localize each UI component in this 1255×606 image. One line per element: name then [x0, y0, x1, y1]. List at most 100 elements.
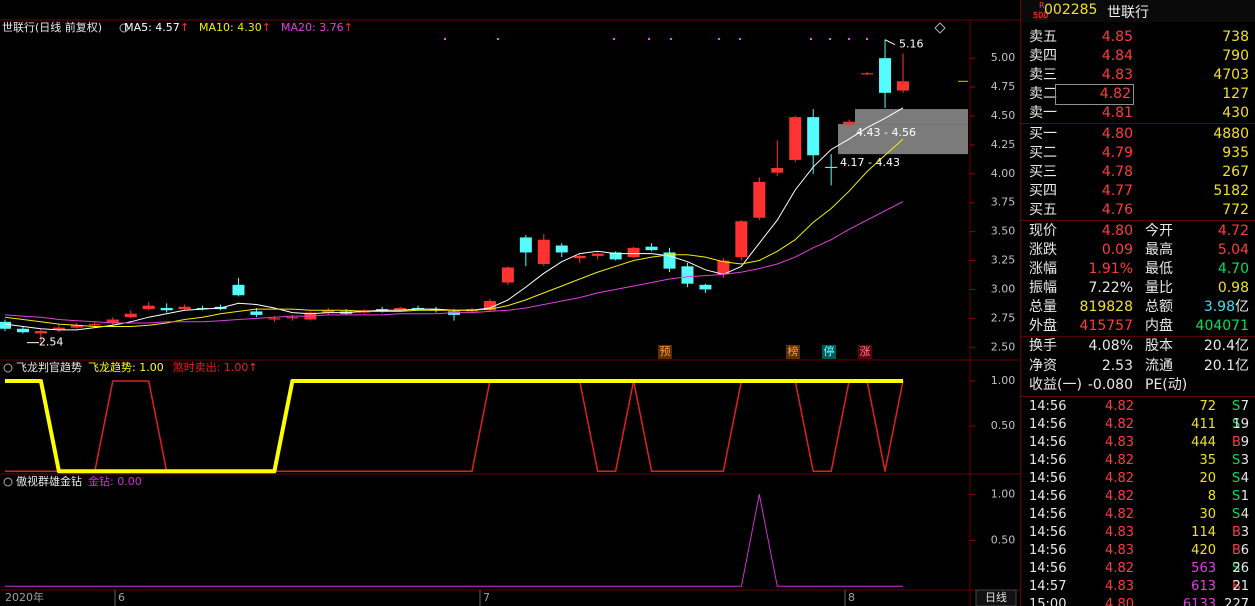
quote-cell: 买一	[1029, 126, 1057, 142]
quote-row: 14:56 4.82 20 S 4	[1021, 470, 1255, 488]
quote-cell: 6	[1240, 543, 1249, 558]
quote-cell: 4.83	[1105, 543, 1134, 558]
candle-body	[34, 331, 47, 334]
quote-cell: 4.77	[1101, 183, 1133, 199]
candle-body	[645, 246, 658, 251]
y-tick-label: 3.00	[991, 282, 1016, 295]
signal-box	[858, 345, 872, 359]
quote-cell: 14:56	[1029, 453, 1067, 468]
quote-cell: B	[1232, 579, 1241, 594]
marker-dot	[848, 38, 850, 40]
quote-cell: 最高	[1145, 242, 1173, 258]
quote-cell: S	[1232, 399, 1241, 414]
signal-box	[822, 345, 836, 359]
y-tick-label: 1.00	[991, 374, 1016, 387]
quote-cell: S	[1232, 471, 1241, 486]
quote-row: 振幅 7.22% 量比 0.98	[1021, 279, 1255, 298]
quote-cell: 4.82	[1105, 507, 1134, 522]
quote-cell: 9	[1240, 435, 1249, 450]
quote-cell: 卖四	[1029, 48, 1057, 64]
time-label: 6	[118, 591, 125, 604]
y-tick-label: 5.00	[991, 51, 1016, 64]
quote-row: 买三 4.78 267	[1021, 163, 1255, 182]
quote-cell: 430	[1222, 105, 1249, 121]
quote-row: 现价 4.80 今开 4.72	[1021, 222, 1255, 241]
candle-body	[879, 58, 892, 93]
quote-cell: 19	[1232, 417, 1249, 432]
quote-cell: 4.79	[1101, 145, 1133, 161]
legend-label: MA20: 3.76	[280, 21, 344, 34]
quote-cell: 5.04	[1217, 242, 1249, 258]
candle-body	[16, 328, 29, 333]
ma-line	[4, 138, 904, 327]
quote-cell: 现价	[1029, 223, 1057, 239]
quote-cell: 4.78	[1101, 164, 1133, 180]
quote-row: 外盘 415757 内盘 404071	[1021, 317, 1255, 336]
quote-cell: 6133	[1182, 597, 1216, 606]
candle-body	[178, 306, 191, 310]
legend-item: MA10: 4.30	[199, 21, 262, 34]
quote-cell: 4.83	[1105, 525, 1134, 540]
candle-body	[573, 255, 586, 259]
candle-body	[196, 307, 209, 310]
value: 3.98	[1203, 299, 1235, 315]
annotation-leader	[884, 39, 896, 46]
quote-cell: -0.080	[1087, 377, 1133, 393]
indicator-line	[5, 379, 903, 474]
quote-cell: 换手	[1029, 338, 1057, 354]
icon[interactable]	[119, 23, 129, 33]
quote-cell: 20.1亿	[1203, 357, 1249, 374]
quote-row: 14:56 4.82 563 S 26	[1021, 560, 1255, 578]
quote-row: 总量 819828 总额 3.98亿	[1021, 298, 1255, 317]
signal-box	[786, 345, 800, 359]
candle-body	[142, 305, 155, 310]
signal-label: 预	[660, 345, 671, 358]
quote-cell: 买四	[1029, 183, 1057, 199]
quote-cell: B	[1232, 525, 1241, 540]
quote-cell: 卖二	[1029, 86, 1057, 102]
quote-row: 卖四 4.84 790	[1021, 47, 1255, 66]
low-label: 2.54	[39, 336, 64, 349]
y-tick-label: 3.25	[991, 254, 1016, 267]
quote-cell: 卖三	[1029, 67, 1057, 83]
marker-dot	[829, 38, 831, 40]
icon[interactable]	[3, 477, 13, 487]
time-label: 8	[848, 591, 855, 604]
marker-dot	[810, 38, 812, 40]
quote-cell: 14:56	[1029, 435, 1067, 450]
quote-row: 14:56 4.82 8 S 1	[1021, 488, 1255, 506]
quote-cell: 2.53	[1101, 357, 1133, 374]
candle-body	[501, 267, 514, 283]
candle-body	[0, 321, 11, 329]
quote-cell: 5182	[1213, 183, 1249, 199]
quote-row: 净资 2.53 流通 20.1亿	[1021, 357, 1255, 376]
quote-cell: 外盘	[1029, 318, 1057, 334]
quote-cell: 0.98	[1217, 280, 1249, 296]
quote-row: 卖二 4.82 127	[1021, 84, 1255, 105]
quote-cell: 1.91%	[1088, 261, 1133, 277]
candle-body	[250, 311, 263, 315]
quote-cell: B	[1232, 543, 1241, 558]
quote-row: 涨跌 0.09 最高 5.04	[1021, 241, 1255, 260]
candle-body	[412, 307, 425, 310]
icon[interactable]	[934, 22, 946, 34]
quote-row: 买四 4.77 5182	[1021, 182, 1255, 201]
quote-cell: 14:56	[1029, 525, 1067, 540]
quote-cell: 30	[1199, 507, 1216, 522]
quote-cell: 卖一	[1029, 105, 1057, 121]
separator	[1021, 220, 1255, 221]
quote-cell: 流通	[1145, 357, 1173, 374]
stock-code: 002285	[1044, 2, 1098, 18]
quote-row: 14:56 4.82 30 S 4	[1021, 506, 1255, 524]
legend-item: MA20: 3.76	[281, 21, 344, 34]
legend-arrow: ↑	[248, 361, 258, 374]
high-label: 5.16	[899, 38, 924, 51]
quote-row: 收益(一) -0.080 PE(动)	[1021, 376, 1255, 395]
quote-cell: 411	[1191, 417, 1216, 432]
quote-cell: 4703	[1213, 67, 1249, 83]
main-legend: 世联行(日线 前复权) MA5: 4.57↑ MA10: 4.30↑ MA20: 3.…	[2, 21, 363, 35]
quote-cell: 最低	[1145, 261, 1173, 277]
gap-label: 4.43 - 4.56	[856, 126, 916, 139]
icon[interactable]	[3, 363, 13, 373]
